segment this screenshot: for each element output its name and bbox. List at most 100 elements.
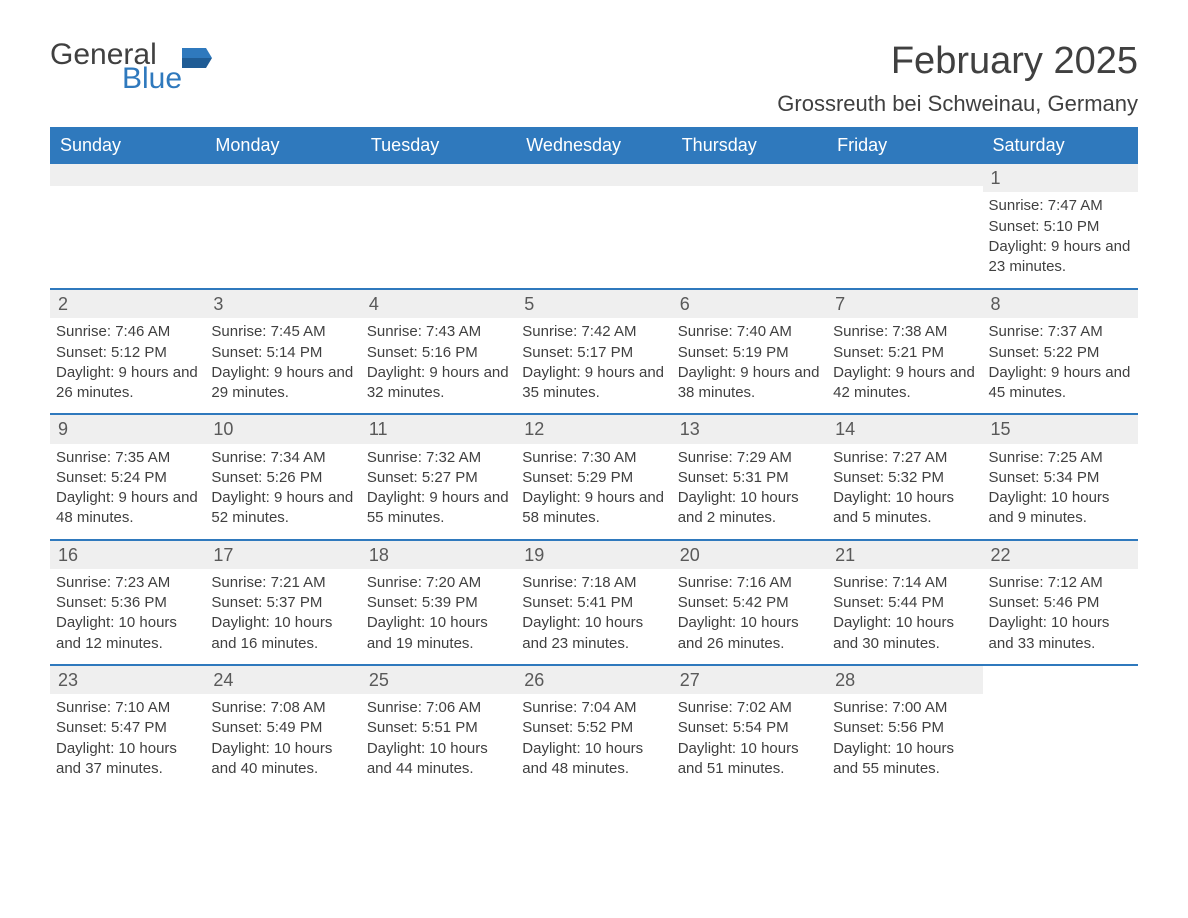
location: Grossreuth bei Schweinau, Germany (777, 91, 1138, 117)
day-cell: 22Sunrise: 7:12 AMSunset: 5:46 PMDayligh… (983, 541, 1138, 664)
empty-cell (516, 164, 671, 288)
day-number: 25 (361, 666, 516, 694)
empty-cell (50, 164, 205, 288)
day-number: 16 (50, 541, 205, 569)
daylight-line: Daylight: 10 hours and 55 minutes. (833, 739, 976, 780)
day-cell: 18 Sunrise: 7:20 AMSunset: 5:39 PMDayligh… (361, 541, 516, 664)
sunset-line: Sunset: 5:12 PM (56, 343, 199, 363)
sunset-line: Sunset: 5:34 PM (989, 468, 1132, 488)
daylight-line: Daylight: 9 hours and 52 minutes. (211, 488, 354, 529)
sunset-line: Sunset: 5:54 PM (678, 718, 821, 738)
logo-text: General Blue (50, 40, 182, 94)
sunrise-line: Sunrise: 7:35 AM (56, 448, 199, 468)
day-cell: 19Sunrise: 7:18 AMSunset: 5:41 PMDayligh… (516, 541, 671, 664)
weeks-container: 1Sunrise: 7:47 AMSunset: 5:10 PMDaylight… (50, 164, 1138, 789)
day-number (516, 164, 671, 186)
day-number: 2 (50, 290, 205, 318)
day-number (672, 164, 827, 186)
day-cell: 1Sunrise: 7:47 AMSunset: 5:10 PMDaylight… (983, 164, 1138, 288)
sunset-line: Sunset: 5:27 PM (367, 468, 510, 488)
daylight-line: Daylight: 10 hours and 19 minutes. (367, 613, 510, 654)
sunset-line: Sunset: 5:16 PM (367, 343, 510, 363)
title-block: February 2025 Grossreuth bei Schweinau, … (777, 40, 1138, 117)
sunset-line: Sunset: 5:36 PM (56, 593, 199, 613)
sunrise-line: Sunrise: 7:23 AM (56, 573, 199, 593)
sunset-line: Sunset: 5:37 PM (211, 593, 354, 613)
day-header: Wednesday (516, 127, 671, 164)
daylight-line: Daylight: 10 hours and 40 minutes. (211, 739, 354, 780)
empty-cell (827, 164, 982, 288)
day-number: 18 (361, 541, 516, 569)
day-number (50, 164, 205, 186)
day-number: 7 (827, 290, 982, 318)
sunrise-line: Sunrise: 7:34 AM (211, 448, 354, 468)
sunrise-line: Sunrise: 7:47 AM (989, 196, 1132, 216)
day-cell: 6Sunrise: 7:40 AMSunset: 5:19 PMDaylight… (672, 290, 827, 413)
daylight-line: Daylight: 10 hours and 48 minutes. (522, 739, 665, 780)
sunset-line: Sunset: 5:52 PM (522, 718, 665, 738)
sunset-line: Sunset: 5:47 PM (56, 718, 199, 738)
daylight-line: Daylight: 9 hours and 23 minutes. (989, 237, 1132, 278)
sunset-line: Sunset: 5:39 PM (367, 593, 510, 613)
sunrise-line: Sunrise: 7:32 AM (367, 448, 510, 468)
sunrise-line: Sunrise: 7:04 AM (522, 698, 665, 718)
sunset-line: Sunset: 5:31 PM (678, 468, 821, 488)
sunrise-line: Sunrise: 7:06 AM (367, 698, 510, 718)
day-number: 28 (827, 666, 982, 694)
day-header-row: SundayMondayTuesdayWednesdayThursdayFrid… (50, 127, 1138, 164)
daylight-line: Daylight: 9 hours and 48 minutes. (56, 488, 199, 529)
day-cell: 8Sunrise: 7:37 AMSunset: 5:22 PMDaylight… (983, 290, 1138, 413)
sunset-line: Sunset: 5:41 PM (522, 593, 665, 613)
logo-flag-icon (182, 46, 216, 75)
day-number (361, 164, 516, 186)
empty-cell (205, 164, 360, 288)
sunrise-line: Sunrise: 7:42 AM (522, 322, 665, 342)
daylight-line: Daylight: 10 hours and 2 minutes. (678, 488, 821, 529)
empty-cell (672, 164, 827, 288)
sunset-line: Sunset: 5:19 PM (678, 343, 821, 363)
week-row: 23Sunrise: 7:10 AMSunset: 5:47 PMDayligh… (50, 664, 1138, 789)
sunrise-line: Sunrise: 7:38 AM (833, 322, 976, 342)
sunrise-line: Sunrise: 7:43 AM (367, 322, 510, 342)
sunrise-line: Sunrise: 7:21 AM (211, 573, 354, 593)
day-number: 22 (983, 541, 1138, 569)
logo: General Blue (50, 40, 216, 94)
week-row: 9Sunrise: 7:35 AMSunset: 5:24 PMDaylight… (50, 413, 1138, 538)
day-cell: 16Sunrise: 7:23 AMSunset: 5:36 PMDayligh… (50, 541, 205, 664)
day-cell: 10Sunrise: 7:34 AMSunset: 5:26 PMDayligh… (205, 415, 360, 538)
day-cell: 12Sunrise: 7:30 AMSunset: 5:29 PMDayligh… (516, 415, 671, 538)
empty-cell (361, 164, 516, 288)
week-row: 16 Sunrise: 7:23 AMSunset: 5:36 PM Dayligh… (50, 539, 1138, 664)
daylight-line: Daylight: 9 hours and 29 minutes. (211, 363, 354, 404)
day-number: 6 (672, 290, 827, 318)
day-number: 12 (516, 415, 671, 443)
sunrise-line: Sunrise: 7:10 AM (56, 698, 199, 718)
day-cell: 26Sunrise: 7:04 AMSunset: 5:52 PMDayligh… (516, 666, 671, 789)
sunset-line: Sunset: 5:56 PM (833, 718, 976, 738)
sunset-line: Sunset: 5:26 PM (211, 468, 354, 488)
daylight-line: Daylight: 10 hours and 44 minutes. (367, 739, 510, 780)
calendar: SundayMondayTuesdayWednesdayThursdayFrid… (50, 127, 1138, 789)
empty-cell (983, 666, 1138, 789)
day-number: 11 (361, 415, 516, 443)
daylight-line: Daylight: 9 hours and 45 minutes. (989, 363, 1132, 404)
day-cell: 20Sunrise: 7:16 AMSunset: 5:42 PMDayligh… (672, 541, 827, 664)
day-cell: 15Sunrise: 7:25 AMSunset: 5:34 PMDayligh… (983, 415, 1138, 538)
day-cell: 28Sunrise: 7:00 AMSunset: 5:56 PMDayligh… (827, 666, 982, 789)
sunset-line: Sunset: 5:24 PM (56, 468, 199, 488)
daylight-line: Daylight: 9 hours and 32 minutes. (367, 363, 510, 404)
day-cell: 14Sunrise: 7:27 AMSunset: 5:32 PMDayligh… (827, 415, 982, 538)
day-cell: 3Sunrise: 7:45 AMSunset: 5:14 PMDaylight… (205, 290, 360, 413)
sunset-line: Sunset: 5:42 PM (678, 593, 821, 613)
daylight-line: Daylight: 9 hours and 55 minutes. (367, 488, 510, 529)
day-number: 8 (983, 290, 1138, 318)
day-number: 14 (827, 415, 982, 443)
day-number: 19 (516, 541, 671, 569)
header: General Blue February 2025 Grossreuth be… (50, 40, 1138, 117)
day-number: 4 (361, 290, 516, 318)
day-header: Saturday (983, 127, 1138, 164)
day-cell: 2Sunrise: 7:46 AMSunset: 5:12 PMDaylight… (50, 290, 205, 413)
daylight-line: Daylight: 9 hours and 58 minutes. (522, 488, 665, 529)
sunrise-line: Sunrise: 7:20 AM (367, 573, 510, 593)
sunset-line: Sunset: 5:51 PM (367, 718, 510, 738)
